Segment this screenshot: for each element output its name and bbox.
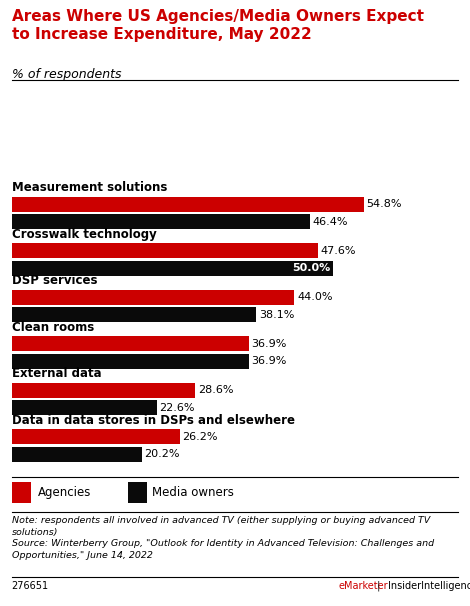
Text: 36.9%: 36.9% bbox=[251, 339, 287, 348]
Text: 38.1%: 38.1% bbox=[259, 310, 294, 320]
Text: 46.4%: 46.4% bbox=[313, 217, 348, 227]
Bar bbox=[12, 307, 257, 322]
Bar bbox=[12, 243, 318, 258]
Text: 276651: 276651 bbox=[12, 581, 49, 591]
Text: 22.6%: 22.6% bbox=[159, 403, 195, 413]
Text: 44.0%: 44.0% bbox=[297, 292, 332, 302]
Text: Note: respondents all involved in advanced TV (either supplying or buying advanc: Note: respondents all involved in advanc… bbox=[12, 516, 434, 560]
Bar bbox=[12, 336, 249, 351]
Bar bbox=[12, 401, 157, 415]
Text: 26.2%: 26.2% bbox=[183, 431, 218, 442]
Bar bbox=[128, 482, 147, 503]
Text: Measurement solutions: Measurement solutions bbox=[12, 181, 167, 195]
Text: InsiderIntelligence.com: InsiderIntelligence.com bbox=[388, 581, 470, 591]
Text: 50.0%: 50.0% bbox=[292, 263, 330, 273]
Bar bbox=[12, 429, 180, 444]
Text: DSP services: DSP services bbox=[12, 275, 97, 287]
Bar bbox=[12, 482, 31, 503]
Text: 47.6%: 47.6% bbox=[320, 245, 356, 256]
Text: 20.2%: 20.2% bbox=[144, 449, 180, 459]
Bar bbox=[12, 261, 333, 276]
Text: eMarketer: eMarketer bbox=[338, 581, 388, 591]
Text: Areas Where US Agencies/Media Owners Expect
to Increase Expenditure, May 2022: Areas Where US Agencies/Media Owners Exp… bbox=[12, 9, 424, 42]
Bar bbox=[12, 290, 294, 305]
Text: 54.8%: 54.8% bbox=[366, 199, 402, 209]
Text: Clean rooms: Clean rooms bbox=[12, 321, 94, 334]
Text: % of respondents: % of respondents bbox=[12, 68, 121, 81]
Text: Crosswalk technology: Crosswalk technology bbox=[12, 228, 157, 241]
Bar bbox=[12, 447, 141, 462]
Bar bbox=[12, 354, 249, 368]
Text: |: | bbox=[374, 581, 383, 591]
Text: External data: External data bbox=[12, 367, 102, 381]
Bar bbox=[12, 215, 310, 229]
Text: Data in data stores in DSPs and elsewhere: Data in data stores in DSPs and elsewher… bbox=[12, 414, 295, 427]
Text: Agencies: Agencies bbox=[38, 486, 91, 499]
Bar bbox=[12, 197, 364, 211]
Text: 36.9%: 36.9% bbox=[251, 356, 287, 366]
Text: 28.6%: 28.6% bbox=[198, 385, 234, 395]
Bar bbox=[12, 383, 196, 398]
Text: Media owners: Media owners bbox=[152, 486, 234, 499]
